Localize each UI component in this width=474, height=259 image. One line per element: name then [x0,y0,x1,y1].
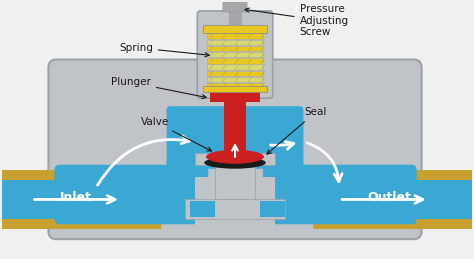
Text: Outlet: Outlet [367,191,411,204]
Bar [2,219,161,229]
Text: Pressure
Adjusting
Screw: Pressure Adjusting Screw [245,4,349,37]
Bar [313,219,472,229]
FancyBboxPatch shape [55,165,208,224]
Bar [207,40,263,45]
Bar [224,99,246,157]
Bar [191,202,215,217]
Bar [207,77,263,82]
Bar [313,170,472,179]
Text: Seal: Seal [267,107,327,154]
Text: Spring: Spring [119,42,209,57]
FancyBboxPatch shape [48,60,421,239]
Bar [220,158,250,219]
Bar [207,58,263,64]
Bar [207,83,263,88]
Ellipse shape [204,157,266,169]
Text: Plunger: Plunger [111,77,206,99]
Bar [207,33,263,39]
Ellipse shape [206,150,264,164]
Bar [185,199,284,219]
Bar [207,46,263,51]
Bar [313,179,472,219]
Bar [203,25,267,33]
FancyBboxPatch shape [166,106,303,169]
Bar [260,202,284,217]
Bar [207,52,263,57]
Text: Valve: Valve [141,117,211,151]
Bar [229,9,241,25]
Bar [207,64,263,70]
Ellipse shape [206,150,264,163]
FancyBboxPatch shape [263,165,417,224]
Bar [207,70,263,76]
Text: Inlet: Inlet [60,191,92,204]
FancyBboxPatch shape [223,2,247,12]
Bar [210,88,260,102]
Bar [2,179,161,219]
FancyBboxPatch shape [197,11,273,98]
Bar [215,160,255,199]
Bar [210,175,260,209]
Bar [195,153,275,165]
Bar [2,170,161,179]
Bar [203,86,267,92]
Bar [195,177,275,231]
